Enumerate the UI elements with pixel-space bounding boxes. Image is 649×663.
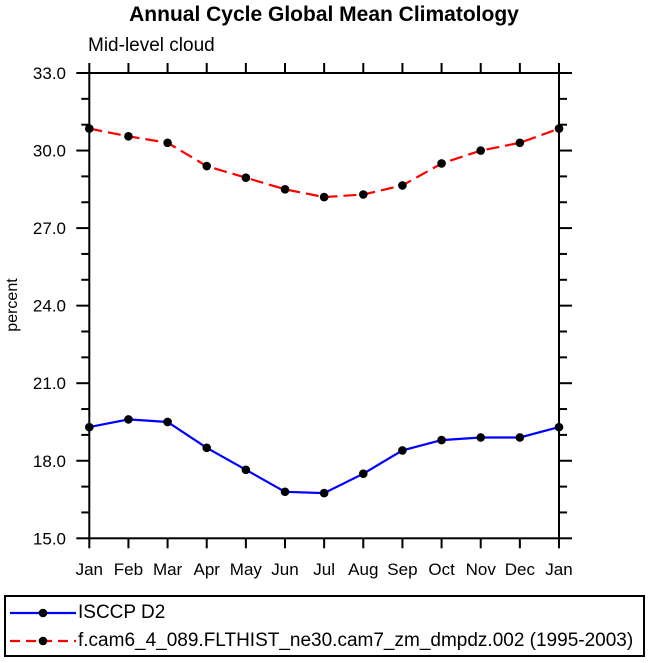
y-tick-label: 18.0 [33,452,66,471]
data-point-series-0 [124,415,133,424]
y-tick-label: 15.0 [33,529,66,548]
chart-title: Annual Cycle Global Mean Climatology [129,3,519,26]
data-point-series-0 [437,435,446,445]
data-point-series-0 [163,417,172,427]
legend-label: ISCCP D2 [78,602,166,623]
data-point-series-1 [280,185,290,194]
data-point-series-0 [85,422,94,432]
data-point-series-0 [319,488,329,498]
x-tick-label: Feb [114,560,143,579]
x-tick-label: Dec [505,560,536,579]
data-point-series-1 [554,124,564,133]
series-line-1 [89,127,560,199]
data-point-series-0 [202,443,212,453]
legend-box: ISCCP D2 f.cam6_4_089.FLTHIST_ne30.cam7_… [4,595,645,657]
data-point-series-0 [358,469,368,478]
y-tick-label: 30.0 [33,142,66,161]
data-point-series-0 [476,433,486,442]
data-point-series-1 [202,161,212,171]
data-point-series-0 [554,422,564,432]
chart-subtitle: Mid-level cloud [88,35,215,56]
x-tick-label: May [230,560,263,579]
legend-line-sample-solid [10,608,76,618]
x-tick-label: Sep [387,560,417,579]
y-tick-label: 24.0 [33,297,66,316]
plot-frame [88,72,561,540]
data-point-series-1 [515,138,525,148]
data-point-series-0 [241,465,251,475]
legend-label: f.cam6_4_089.FLTHIST_ne30.cam7_zm_dmpdz.… [78,630,634,651]
series-line-0 [89,418,560,495]
data-point-series-1 [319,192,329,202]
x-tick-label: Nov [466,560,497,579]
y-tick-label: 33.0 [33,64,66,83]
x-tick-label: Jan [76,560,103,579]
x-tick-label: Jun [271,560,298,579]
y-axis-title: percent [4,278,21,332]
legend-item-isccp: ISCCP D2 [6,599,643,627]
data-point-series-1 [163,138,172,148]
data-point-series-0 [515,433,525,442]
data-point-series-1 [476,146,486,155]
data-point-series-0 [398,446,407,455]
x-tick-label: Aug [348,560,378,579]
data-point-series-1 [437,159,446,168]
y-tick-label: 21.0 [33,374,66,393]
legend-line-sample-dashed [10,636,76,646]
data-point-series-1 [241,173,251,182]
x-tick-label: Jul [313,560,335,579]
x-tick-label: Mar [153,560,183,579]
x-tick-label: Oct [428,560,455,579]
x-tick-label: Apr [193,560,220,579]
x-tick-label: Jan [545,560,572,579]
data-point-series-1 [124,132,133,141]
data-point-series-0 [280,487,290,497]
legend-item-model: f.cam6_4_089.FLTHIST_ne30.cam7_zm_dmpdz.… [6,627,643,655]
data-point-series-1 [358,190,368,199]
y-tick-label: 27.0 [33,219,66,238]
data-point-series-1 [85,124,94,133]
data-point-series-1 [398,181,407,190]
